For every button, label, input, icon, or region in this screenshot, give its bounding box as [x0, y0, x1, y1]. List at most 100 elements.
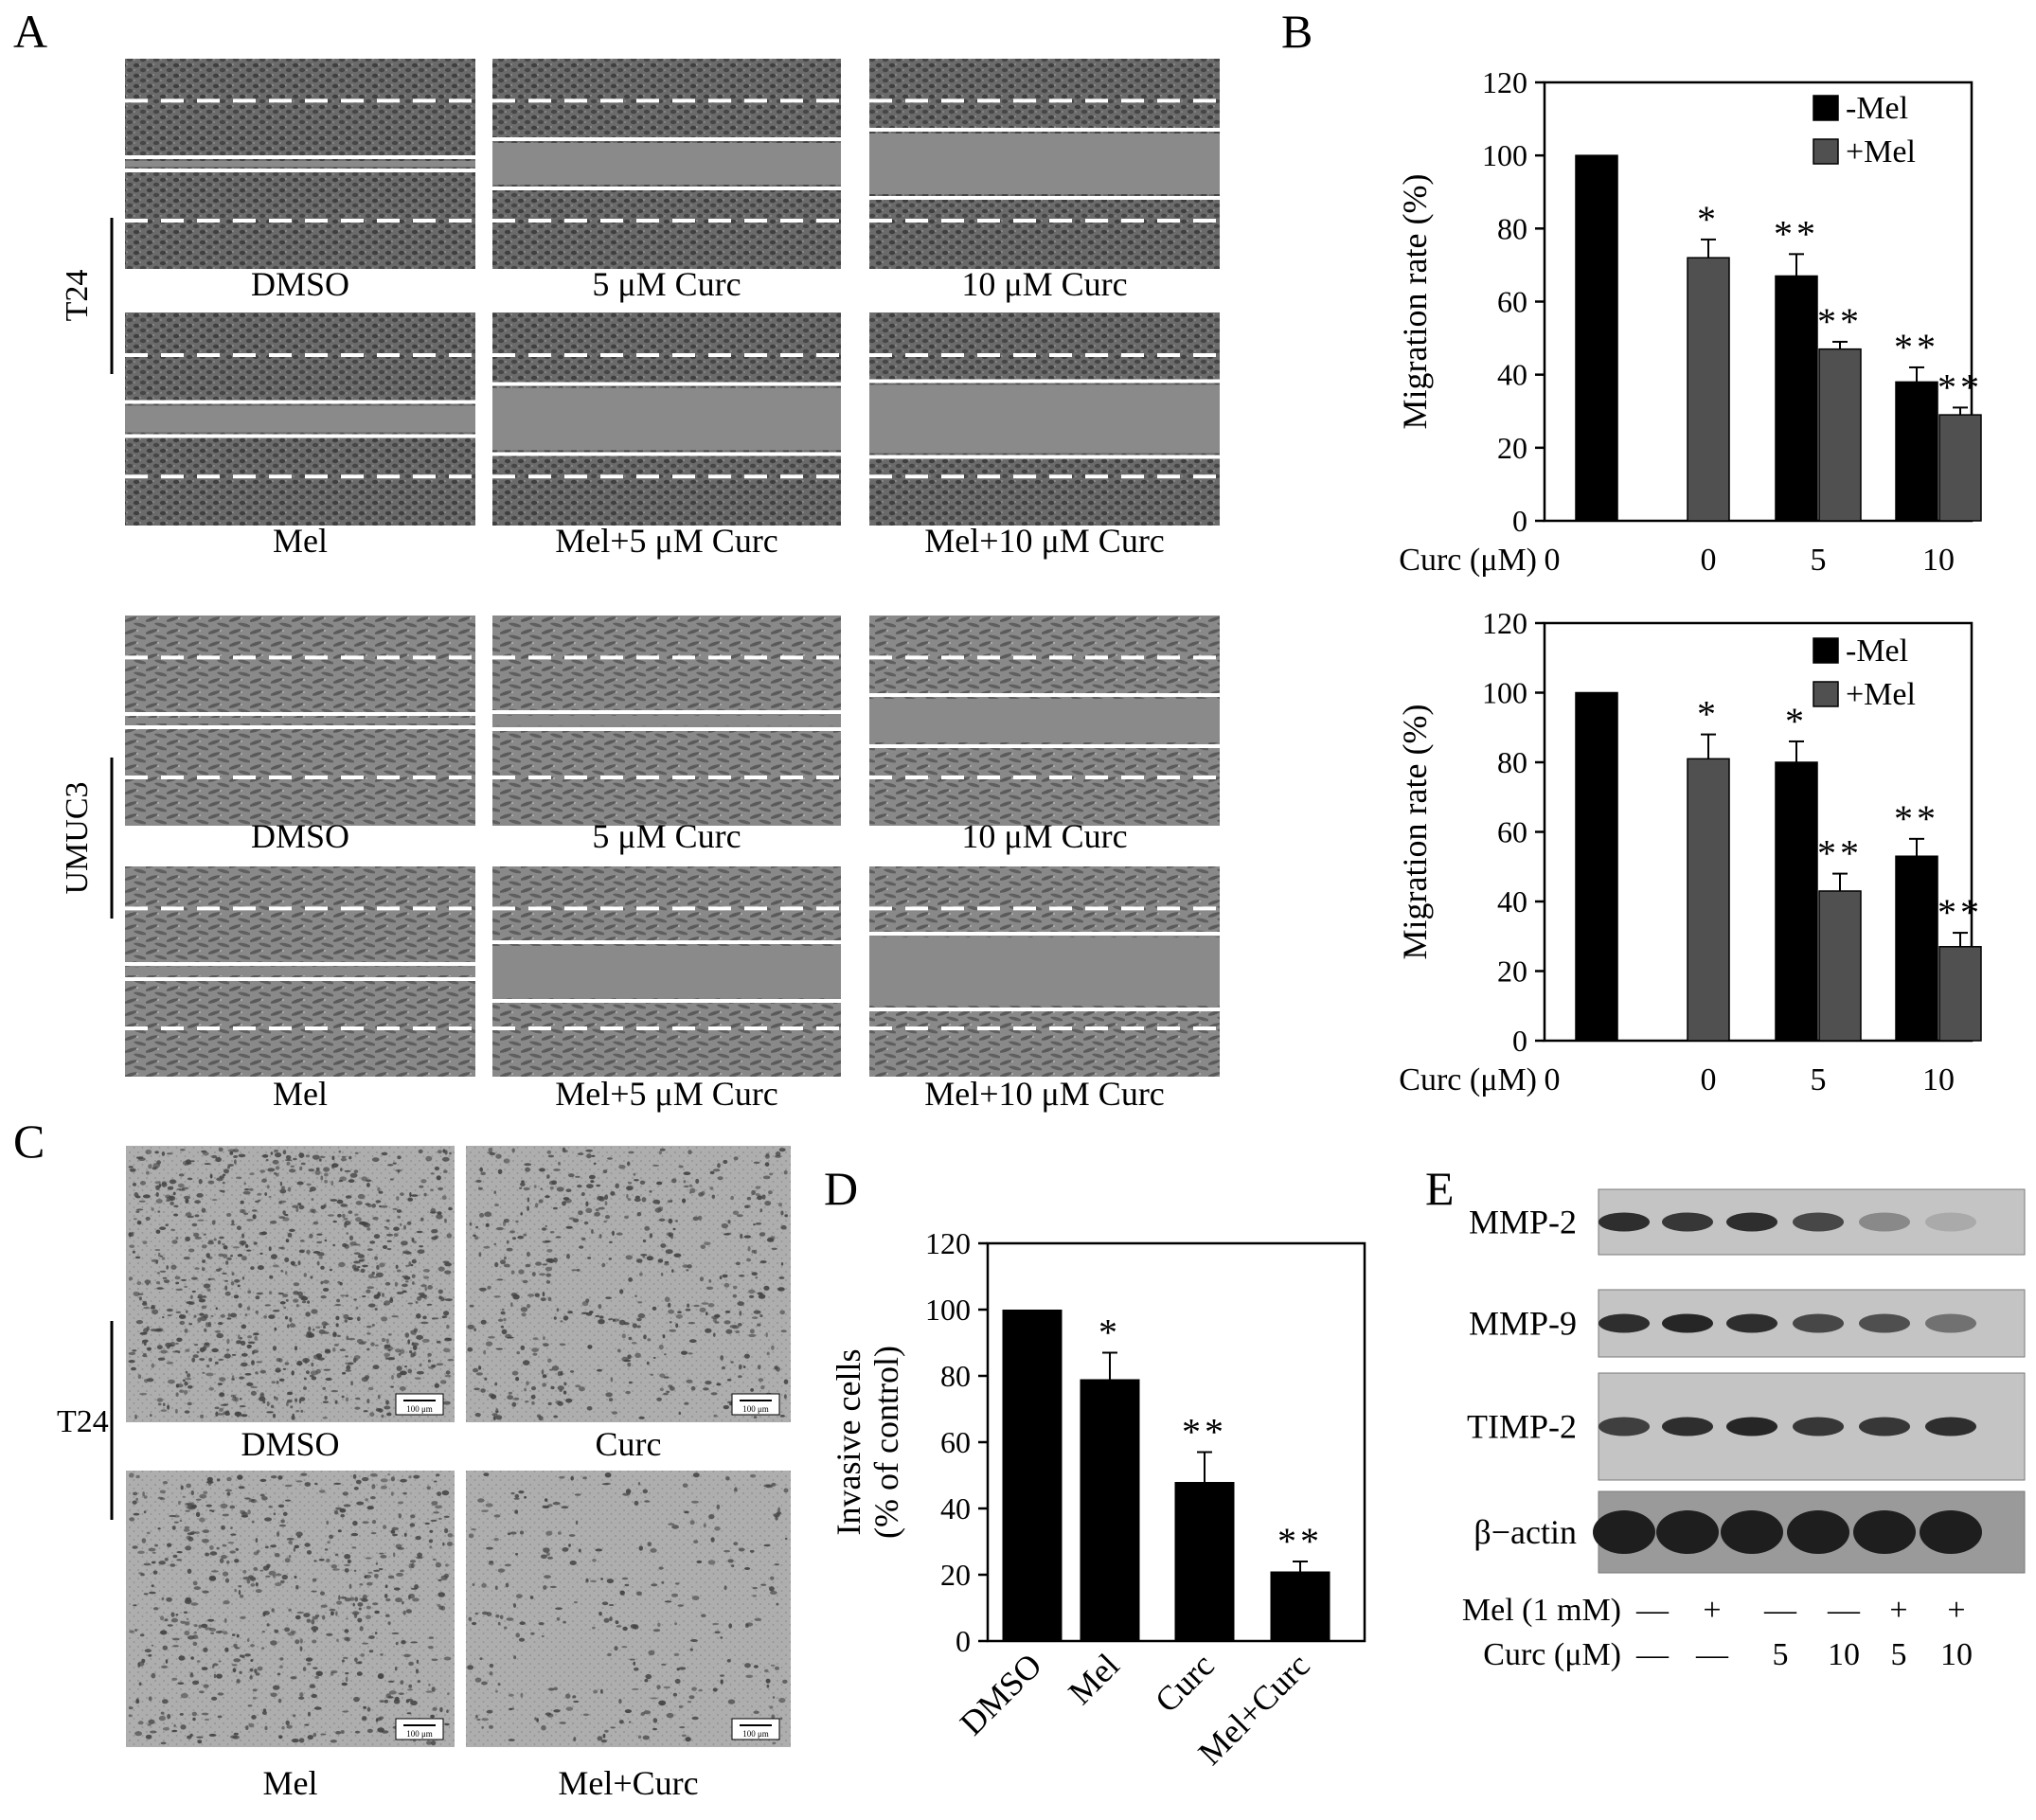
invaded-cell: [643, 1710, 652, 1715]
condition-label: Mel+5 μM Curc: [555, 1075, 778, 1113]
invaded-cell: [348, 1155, 352, 1160]
cell-line-bracket-c: T24: [57, 1321, 114, 1520]
invaded-cell: [770, 1591, 777, 1595]
invaded-cell: [191, 1357, 196, 1363]
invaded-cell: [273, 1149, 279, 1152]
invaded-cell: [508, 1693, 514, 1697]
invaded-cell: [192, 1354, 199, 1358]
invaded-cell: [373, 1569, 381, 1572]
invaded-cell: [542, 1240, 549, 1243]
invaded-cell: [405, 1609, 412, 1614]
invaded-cell: [146, 1170, 150, 1175]
invaded-cell: [720, 1674, 724, 1677]
invaded-cell: [237, 1254, 243, 1258]
invaded-cell: [701, 1302, 709, 1305]
invaded-cell: [690, 1386, 696, 1391]
invaded-cell: [255, 1310, 259, 1314]
invaded-cell: [185, 1370, 188, 1374]
invaded-cell: [137, 1374, 142, 1379]
invaded-cell: [771, 1345, 775, 1350]
invaded-cell: [358, 1258, 364, 1262]
invaded-cell: [354, 1213, 359, 1216]
invaded-cell: [664, 1296, 670, 1303]
invaded-cell: [287, 1187, 292, 1192]
invaded-cell: [338, 1261, 346, 1268]
invaded-cell: [376, 1264, 380, 1270]
invaded-cell: [320, 1591, 325, 1596]
invaded-cell: [547, 1154, 555, 1158]
bar: [1775, 275, 1818, 522]
invaded-cell: [209, 1544, 214, 1550]
invaded-cell: [531, 1272, 536, 1276]
invaded-cell: [129, 1630, 134, 1633]
invaded-cell: [683, 1180, 687, 1184]
invaded-cell: [347, 1559, 351, 1564]
invaded-cell: [278, 1524, 287, 1527]
invaded-cell: [524, 1495, 527, 1499]
invaded-cell: [661, 1580, 665, 1584]
invaded-cell: [619, 1590, 625, 1596]
invaded-cell: [726, 1379, 732, 1382]
invaded-cell: [701, 1190, 705, 1196]
invaded-cell: [380, 1653, 384, 1656]
invaded-cell: [608, 1258, 612, 1260]
invaded-cell: [674, 1622, 677, 1626]
invaded-cell: [338, 1150, 342, 1153]
invaded-cell: [389, 1690, 397, 1695]
invaded-cell: [493, 1514, 501, 1518]
x-tick-label: 0: [1545, 543, 1561, 578]
invaded-cell: [345, 1294, 349, 1297]
invaded-cell: [555, 1607, 563, 1610]
invaded-cell: [180, 1724, 187, 1730]
invaded-cell: [196, 1350, 200, 1354]
invaded-cell: [222, 1173, 226, 1177]
invaded-cell: [370, 1342, 375, 1347]
invaded-cell: [595, 1548, 603, 1552]
invaded-cell: [550, 1385, 555, 1390]
x-category-label: DMSO: [953, 1646, 1049, 1742]
invaded-cell: [297, 1203, 302, 1206]
invaded-cell: [780, 1210, 784, 1216]
invaded-cell: [205, 1372, 214, 1377]
invaded-cell: [716, 1383, 722, 1386]
invaded-cell: [282, 1150, 287, 1155]
y-tick-label: 60: [1497, 815, 1527, 849]
invaded-cell: [686, 1269, 689, 1272]
invaded-cell: [295, 1480, 303, 1483]
invaded-cell: [416, 1296, 422, 1301]
invaded-cell: [202, 1667, 208, 1669]
invaded-cell: [169, 1179, 177, 1185]
invaded-cell: [136, 1221, 142, 1225]
invaded-cell: [501, 1329, 508, 1335]
x-tick-label: 0: [1545, 1062, 1561, 1097]
wound-gap: [125, 718, 475, 723]
invaded-cell: [397, 1547, 405, 1550]
invaded-cell: [393, 1587, 401, 1591]
invaded-cell: [748, 1289, 756, 1294]
band: [1726, 1313, 1777, 1333]
invaded-cell: [521, 1312, 527, 1317]
invaded-cell: [348, 1210, 353, 1214]
invaded-cell: [281, 1725, 285, 1730]
invaded-cell: [402, 1600, 404, 1605]
invaded-cell: [425, 1155, 433, 1162]
invaded-cell: [410, 1641, 419, 1644]
invaded-cell: [346, 1232, 349, 1235]
invaded-cell: [539, 1168, 545, 1172]
invaded-cell: [344, 1554, 351, 1560]
invaded-cell: [431, 1365, 437, 1368]
invaded-cell: [565, 1398, 573, 1403]
invaded-cell: [259, 1169, 266, 1173]
invaded-cell: [135, 1210, 140, 1213]
invaded-cell: [170, 1612, 175, 1617]
invaded-cell: [420, 1179, 427, 1184]
invaded-cell: [160, 1255, 163, 1258]
invaded-cell: [476, 1718, 481, 1722]
invaded-cell: [480, 1171, 486, 1176]
invaded-cell: [640, 1712, 645, 1716]
invaded-cell: [668, 1523, 675, 1526]
invaded-cell: [263, 1315, 267, 1319]
invaded-cell: [616, 1232, 623, 1236]
invaded-cell: [220, 1503, 228, 1509]
invaded-cell: [646, 1256, 654, 1261]
